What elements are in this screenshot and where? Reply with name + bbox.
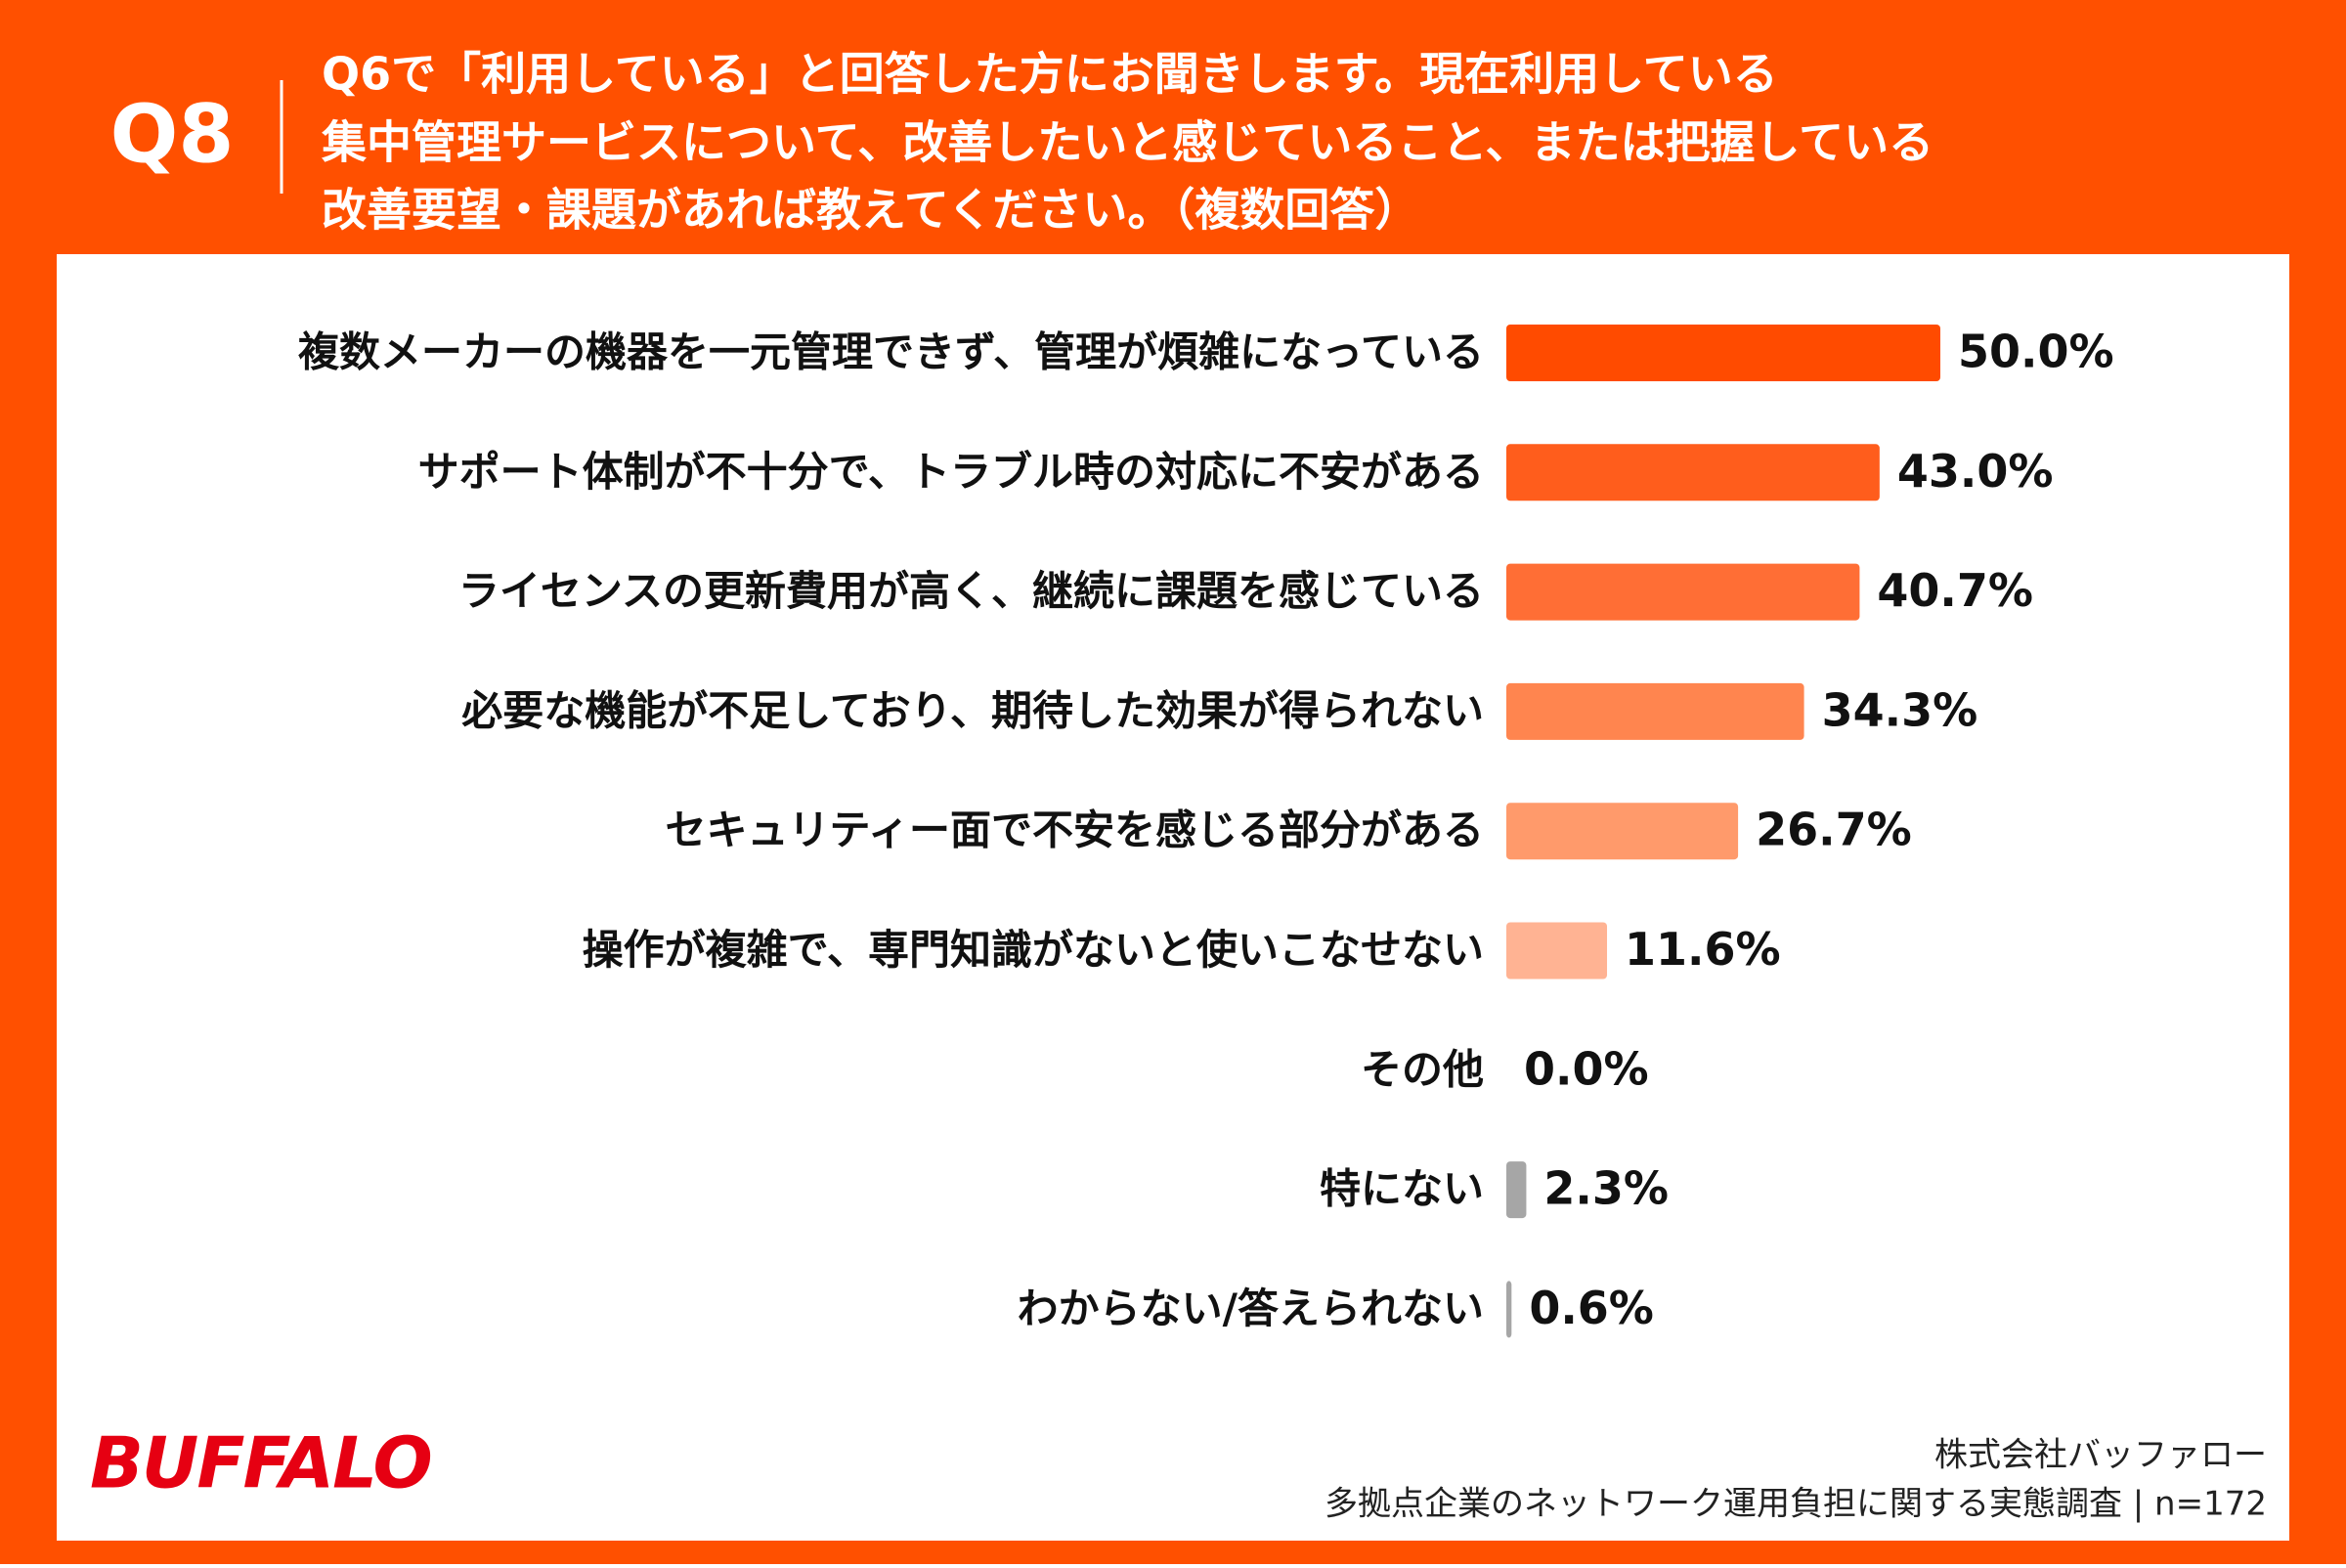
category-label: サポート体制が不十分で、トラブル時の対応に不安がある: [418, 448, 1484, 496]
bar: [1506, 1161, 1527, 1219]
value-label: 34.3%: [1822, 683, 1978, 736]
question-line: 集中管理サービスについて、改善したいと感じていること、または把握している: [321, 116, 1933, 169]
bar: [1506, 325, 1940, 381]
value-label: 26.7%: [1756, 804, 1912, 856]
category-label: 特にない: [1320, 1165, 1484, 1213]
value-label: 11.6%: [1625, 923, 1781, 976]
category-label: ライセンスの更新費用が高く、継続に課題を感じている: [458, 567, 1484, 615]
value-label: 50.0%: [1958, 326, 2114, 378]
survey-note: 多拠点企業のネットワーク運用負担に関する実態調査 | n=172: [1325, 1485, 2267, 1524]
value-label: 0.6%: [1529, 1282, 1654, 1334]
value-label: 43.0%: [1897, 445, 2054, 498]
value-label: 40.7%: [1877, 564, 2033, 617]
bar: [1506, 444, 1880, 501]
panel: [57, 254, 2289, 1541]
category-label: その他: [1361, 1045, 1484, 1093]
logo: BUFFALO: [90, 1422, 431, 1504]
category-label: わからない/答えられない: [1018, 1285, 1484, 1332]
category-label: 操作が複雑で、専門知識がないと使いこなせない: [583, 926, 1484, 974]
question-number: Q8: [110, 88, 235, 181]
question-line: Q6で「利用している」と回答した方にお聞きします。現在利用している: [322, 48, 1778, 101]
question-line: 改善要望・課題があれば教えてください。（複数回答）: [322, 184, 1419, 237]
category-label: セキュリティー面で不安を感じる部分がある: [666, 806, 1484, 854]
value-label: 0.0%: [1524, 1042, 1649, 1095]
category-label: 必要な機能が不足しており、期待した効果が得られない: [461, 686, 1484, 734]
category-label: 複数メーカーの機器を一元管理できず、管理が煩雑になっている: [298, 328, 1484, 376]
bar: [1506, 563, 1860, 621]
bar: [1506, 922, 1608, 980]
company: 株式会社バッファロー: [1934, 1436, 2267, 1475]
bar: [1506, 682, 1804, 740]
bar: [1506, 803, 1739, 860]
bar: [1506, 1281, 1512, 1338]
value-label: 2.3%: [1543, 1162, 1669, 1215]
